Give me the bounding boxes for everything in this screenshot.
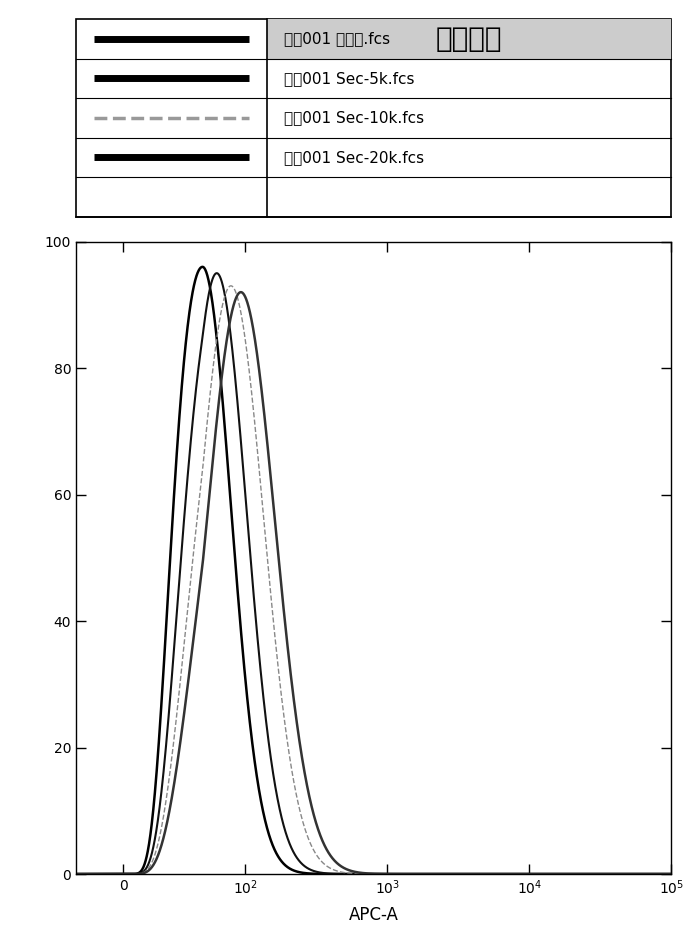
Text: 试样001 Sec-5k.fcs: 试样001 Sec-5k.fcs [284, 71, 415, 86]
Text: 试样001 未染色.fcs: 试样001 未染色.fcs [284, 31, 390, 47]
Text: 试样001 Sec-10k.fcs: 试样001 Sec-10k.fcs [284, 110, 424, 125]
Bar [266, 19, 671, 59]
Text: 样品名称: 样品名称 [436, 25, 502, 53]
X-axis label: APC-A: APC-A [349, 905, 399, 923]
Text: 试样001 Sec-20k.fcs: 试样001 Sec-20k.fcs [284, 150, 424, 165]
